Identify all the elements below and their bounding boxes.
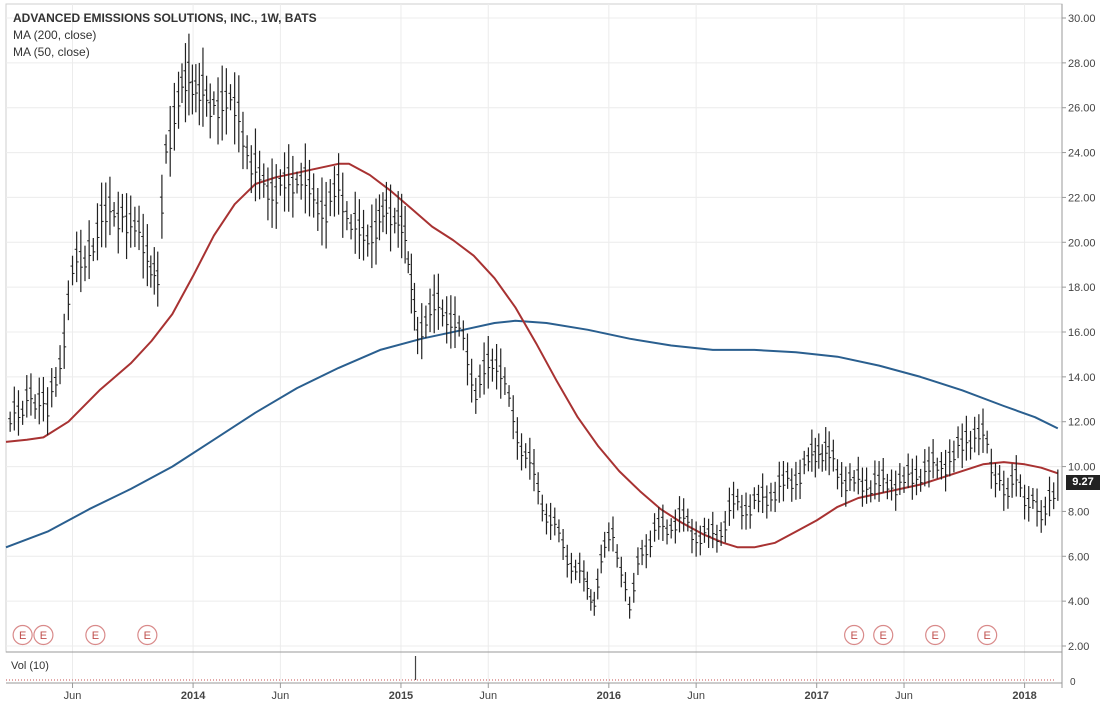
y-tick-label: 16.00 — [1068, 327, 1096, 339]
y-tick-label: 4.00 — [1068, 596, 1089, 608]
chart-grid — [5, 3, 1063, 683]
y-tick-label: 26.00 — [1068, 103, 1096, 115]
price-bars — [8, 33, 1059, 619]
earnings-marker-label: E — [932, 630, 939, 642]
y-tick-label: 6.00 — [1068, 551, 1089, 563]
y-tick-label: 10.00 — [1068, 462, 1096, 474]
y-tick-label: 18.00 — [1068, 282, 1096, 294]
earnings-marker-label: E — [144, 630, 151, 642]
earnings-marker-label: E — [880, 630, 887, 642]
y-tick-label: 8.00 — [1068, 506, 1089, 518]
x-tick-label: 2014 — [181, 690, 206, 702]
x-tick-label: Jun — [479, 690, 497, 702]
x-tick-label: Jun — [64, 690, 82, 702]
legend-title: ADVANCED EMISSIONS SOLUTIONS, INC., 1W, … — [13, 11, 317, 25]
earnings-marker — [873, 624, 894, 646]
ma200-path — [5, 319, 1059, 549]
earnings-marker-label: E — [983, 630, 990, 642]
earnings-marker — [977, 624, 998, 646]
legend-ma200: MA (200, close) — [13, 28, 97, 42]
y-tick-label: 28.00 — [1068, 58, 1096, 70]
x-tick-label: Jun — [895, 690, 913, 702]
y-tick-label: 12.00 — [1068, 417, 1096, 429]
y-tick-label: 14.00 — [1068, 372, 1096, 384]
axes: 2.00 4.00 6.00 8.00 10.00 12.00 14.00 16.00 18.0… — [6, 4, 1096, 702]
earnings-marker-label: E — [40, 630, 47, 642]
x-tick-label: 2017 — [804, 690, 828, 702]
earnings-marker — [12, 624, 33, 646]
y-tick-label: 22.00 — [1068, 192, 1096, 204]
earnings-marker — [925, 624, 946, 646]
earnings-marker-label: E — [92, 630, 99, 642]
earnings-marker — [33, 624, 54, 646]
y-tick-label: 20.00 — [1068, 237, 1096, 249]
chart-legend: ADVANCED EMISSIONS SOLUTIONS, INC., 1W, … — [13, 10, 317, 61]
ma200-line — [5, 319, 1059, 549]
y-tick-label: 2.00 — [1068, 641, 1089, 653]
last-price-badge: 9.27 — [1066, 475, 1100, 490]
earnings-marker-label: E — [19, 630, 26, 642]
earnings-marker — [137, 624, 158, 646]
ma50-line — [5, 162, 1059, 549]
y-tick-label: 24.00 — [1068, 148, 1096, 160]
earnings-marker-label: E — [850, 630, 857, 642]
earnings-marker — [844, 624, 865, 646]
volume-axis-label: 0 — [1070, 677, 1076, 688]
legend-ma50: MA (50, close) — [13, 45, 90, 59]
volume-pane — [6, 656, 1054, 681]
volume-label: Vol (10) — [11, 660, 49, 672]
y-tick-label: 30.00 — [1068, 13, 1096, 25]
x-tick-label: 2018 — [1012, 690, 1036, 702]
x-tick-label: Jun — [687, 690, 705, 702]
earnings-marker — [85, 624, 106, 646]
x-tick-label: 2016 — [597, 690, 621, 702]
x-tick-label: 2015 — [389, 690, 413, 702]
ma50-path — [5, 162, 1059, 549]
x-tick-label: Jun — [272, 690, 290, 702]
